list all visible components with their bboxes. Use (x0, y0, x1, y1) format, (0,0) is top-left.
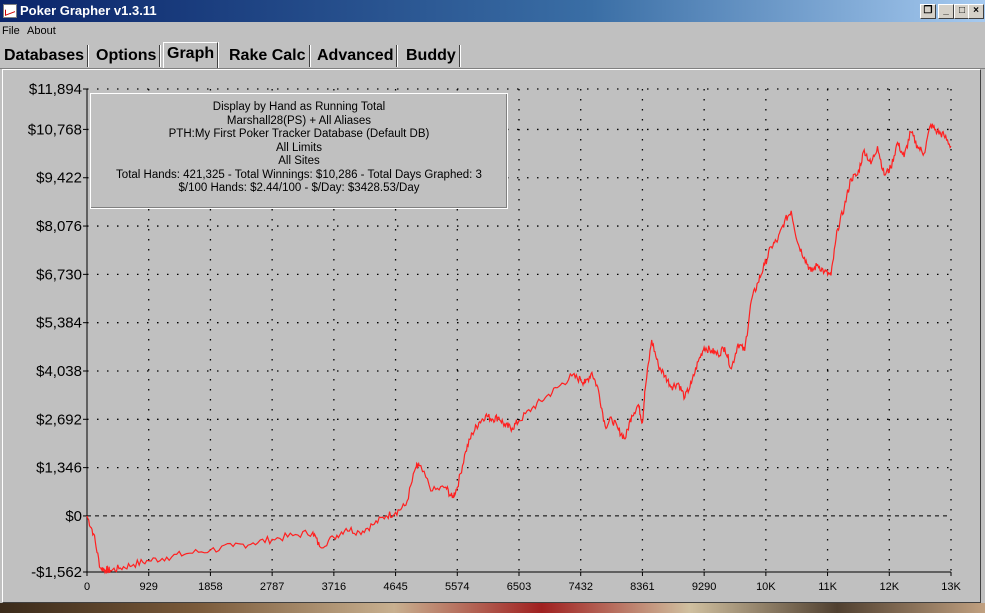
tab-graph[interactable]: Graph (163, 42, 219, 68)
info-line-rates: $/100 Hands: $2.44/100 - $/Day: $3428.53… (178, 182, 420, 194)
info-line-totals: Total Hands: 421,325 - Total Winnings: $… (116, 168, 482, 181)
info-line-limits: All Limits (275, 141, 322, 154)
x-tick-label: 4645 (383, 581, 407, 593)
y-tick-label: $8,076 (36, 218, 82, 235)
x-tick-label: 9290 (692, 581, 716, 593)
y-tick-label: $2,692 (36, 411, 82, 428)
x-tick-label: 11K (818, 581, 837, 593)
x-tick-label: 8361 (630, 581, 654, 593)
y-tick-label: -$1,562 (31, 564, 82, 581)
maximize-button[interactable]: □ (954, 4, 970, 19)
axis-ticks: 0 929 1858 2787 3716 4645 5574 6503 7432 8361 9290… (28, 81, 962, 593)
info-line-database: PTH:My First Poker Tracker Database (Def… (168, 128, 430, 140)
title-bar: Poker Grapher v1.3.11 ❐ _ □ × (0, 0, 985, 22)
y-tick-label: $6,730 (36, 266, 82, 283)
info-line-display: Display by Hand as Running Total (212, 101, 386, 113)
y-tick-label: $10,768 (28, 121, 82, 138)
taskbar-strip (0, 603, 985, 613)
x-tick-label: 12K (879, 581, 899, 593)
tab-databases[interactable]: Databases (1, 45, 89, 67)
x-tick-label: 929 (140, 581, 158, 593)
x-tick-label: 13K (941, 581, 961, 593)
restore-icon[interactable]: ❐ (920, 4, 936, 19)
x-tick-label: 1858 (198, 581, 222, 593)
y-tick-label: $4,038 (36, 363, 82, 380)
x-tick-label: 7432 (568, 581, 592, 593)
info-line-player: Marshall28(PS) + All Aliases (226, 114, 372, 127)
y-tick-label: $11,894 (29, 81, 82, 98)
y-tick-label: $0 (65, 508, 82, 525)
y-tick-label: $1,346 (36, 460, 82, 477)
menu-bar: File About (0, 23, 985, 41)
graph-info-box: Display by Hand as Running Total Marshal… (90, 93, 508, 209)
running-total-line (86, 122, 952, 575)
x-tick-label: 2787 (260, 581, 284, 593)
y-tick-label: $9,422 (36, 170, 82, 187)
x-tick-label: 5574 (445, 581, 469, 593)
minimize-button[interactable]: _ (938, 4, 954, 19)
tab-rake-calc[interactable]: Rake Calc (226, 45, 310, 67)
x-tick-label: 0 (84, 581, 90, 593)
tab-buddy[interactable]: Buddy (403, 45, 460, 67)
x-tick-label: 6503 (507, 581, 531, 593)
info-line-sites: All Sites (278, 155, 320, 167)
tab-strip: Databases Options Graph Rake Calc Advanc… (0, 42, 985, 69)
x-tick-label: 10K (756, 581, 776, 593)
y-tick-label: $5,384 (36, 315, 82, 332)
app-chart-icon (3, 4, 17, 18)
window-title: Poker Grapher v1.3.11 (20, 3, 157, 18)
menu-about[interactable]: About (27, 25, 56, 37)
tab-advanced[interactable]: Advanced (314, 45, 398, 67)
menu-file[interactable]: File (2, 25, 20, 37)
x-tick-label: 3716 (322, 581, 346, 593)
close-button[interactable]: × (968, 4, 984, 19)
tab-options[interactable]: Options (93, 45, 161, 67)
